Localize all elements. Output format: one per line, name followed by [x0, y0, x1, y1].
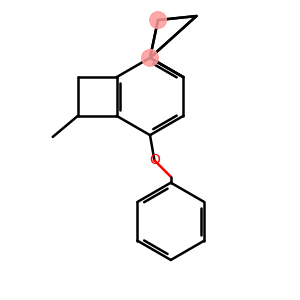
Circle shape [150, 12, 166, 28]
Text: O: O [149, 153, 160, 167]
Circle shape [142, 50, 158, 66]
